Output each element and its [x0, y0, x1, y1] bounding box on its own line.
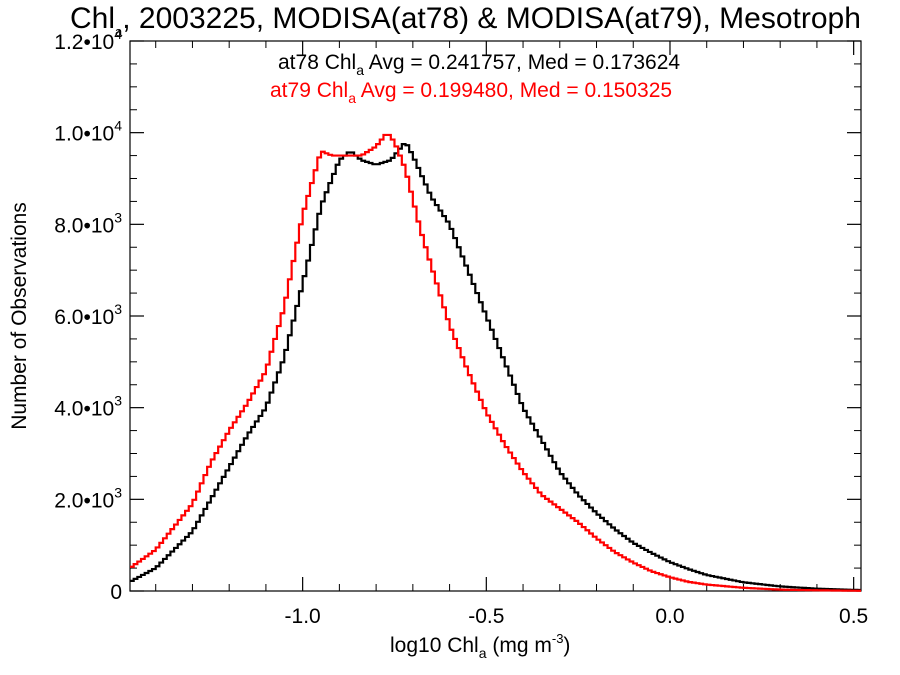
x-tick-label-0: -1.0 — [285, 605, 321, 628]
x-axis-label: log10 Chla (mg m-3) — [390, 631, 570, 661]
y-tick-label-1: 2.0•103 — [54, 484, 122, 512]
y-tick-label-4: 8.0•103 — [54, 209, 122, 237]
axes: -1.0 -0.5 0.0 0.5 0 2.0•103 4.0•103 6.0•103 8.0•… — [54, 26, 868, 628]
chart-title: Chla, 2003225, MODISA(at78) & MODISA(at7… — [70, 2, 861, 39]
annotation-at79: at79 Chla Avg = 0.199480, Med = 0.150325 — [270, 79, 672, 106]
annotation-at78: at78 Chla Avg = 0.241757, Med = 0.173624 — [278, 51, 680, 78]
y-tick-label-0: 0 — [110, 581, 122, 604]
x-tick-label-3: 0.5 — [839, 605, 868, 628]
y-axis-label: Number of Observations — [8, 202, 31, 430]
y-tick-label-6: 1.2•104 — [54, 26, 122, 54]
x-tick-label-2: 0.0 — [655, 605, 684, 628]
y-tick-label-5: 1.0•104 — [54, 118, 122, 146]
y-tick-label-2: 4.0•103 — [54, 393, 122, 421]
series-at78-line — [130, 143, 861, 592]
series-at79-line — [130, 133, 861, 592]
x-tick-label-1: -0.5 — [468, 605, 504, 628]
y-tick-label-3: 6.0•103 — [54, 301, 122, 329]
series-group — [130, 133, 861, 592]
plot-frame — [129, 40, 862, 592]
